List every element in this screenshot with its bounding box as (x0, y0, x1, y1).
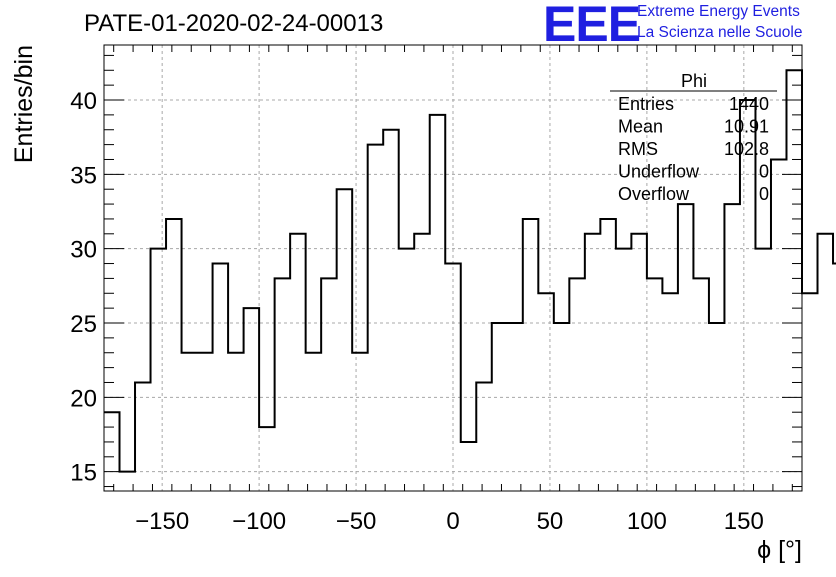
histogram-bin (709, 323, 725, 491)
y-tick-label: 20 (70, 385, 97, 412)
histogram-bin (430, 115, 446, 491)
histogram-bin (662, 293, 678, 491)
histogram-bin (135, 382, 151, 491)
stats-value: 10.91 (724, 117, 769, 137)
histogram-bin (337, 189, 353, 491)
histogram-bin (228, 353, 244, 491)
stats-label: RMS (618, 139, 658, 159)
logo-line-1: Extreme Energy Events (637, 3, 800, 20)
stats-box-title: Phi (681, 71, 707, 91)
stats-value: 0 (759, 184, 769, 204)
stats-label: Underflow (618, 162, 700, 182)
histogram-bin (166, 219, 182, 491)
histogram-bin (818, 234, 834, 491)
stats-value: 1440 (729, 94, 769, 114)
histogram-bin (197, 353, 213, 491)
stats-value: 102.8 (724, 139, 769, 159)
histogram-bin (724, 204, 740, 491)
histogram-bin (492, 323, 508, 491)
histogram-bin (523, 219, 539, 491)
x-tick-label: 0 (446, 508, 459, 535)
histogram-bin (399, 249, 415, 491)
eee-logo: EEE (543, 0, 641, 52)
x-tick-label: −150 (135, 508, 189, 535)
y-tick-label: 40 (70, 88, 97, 115)
histogram-bin (786, 70, 802, 491)
x-tick-label: 150 (724, 508, 764, 535)
stats-label: Overflow (618, 184, 690, 204)
y-tick-label: 35 (70, 162, 97, 189)
histogram-bin (120, 472, 136, 491)
histogram-bin (461, 442, 477, 491)
histogram-bin (693, 278, 709, 491)
histogram-bin (569, 278, 585, 491)
histogram-bin (244, 308, 260, 491)
histogram-bin (771, 159, 787, 491)
histogram-bin (538, 293, 554, 491)
y-tick-label: 30 (70, 237, 97, 264)
y-tick-label: 15 (70, 460, 97, 487)
y-axis-label: Entries/bin (10, 45, 38, 163)
logo-line-2: La Scienza nelle Scuole (637, 24, 803, 41)
histogram-bin (306, 353, 322, 491)
histogram-bin (383, 130, 399, 491)
stats-label: Mean (618, 117, 663, 137)
histogram-bin (151, 249, 167, 491)
histogram-bin (352, 353, 368, 491)
page-title: PATE-01-2020-02-24-00013 (84, 10, 384, 37)
histogram-bin (414, 234, 430, 491)
histogram-bin (259, 427, 275, 491)
x-tick-label: 100 (627, 508, 667, 535)
histogram-bin (368, 145, 384, 491)
histogram-bin (600, 219, 616, 491)
x-tick-label: −100 (232, 508, 286, 535)
x-tick-label: −50 (336, 508, 377, 535)
x-tick-label: 50 (537, 508, 564, 535)
histogram-bin (275, 278, 291, 491)
y-tick-label: 25 (70, 311, 97, 338)
histogram-bin (631, 234, 647, 491)
x-axis-label: ϕ [°] (757, 536, 802, 564)
histogram-bin (104, 412, 120, 491)
histogram-bin (678, 204, 694, 491)
stats-value: 0 (759, 162, 769, 182)
histogram-bin (213, 264, 229, 491)
histogram-bin (616, 249, 632, 491)
histogram-bin (755, 249, 771, 491)
histogram-bin (445, 264, 461, 491)
histogram-bin (802, 293, 818, 491)
histogram-bin (321, 278, 337, 491)
plot-frame (103, 44, 803, 492)
histogram-bin (507, 323, 523, 491)
histogram-bin (585, 234, 601, 491)
histogram-bin (290, 234, 306, 491)
histogram-series (104, 69, 836, 473)
histogram-bin (182, 353, 198, 491)
stats-label: Entries (618, 94, 674, 114)
histogram-bin (647, 278, 663, 491)
histogram-bin (554, 323, 570, 491)
histogram-bin (476, 382, 492, 491)
